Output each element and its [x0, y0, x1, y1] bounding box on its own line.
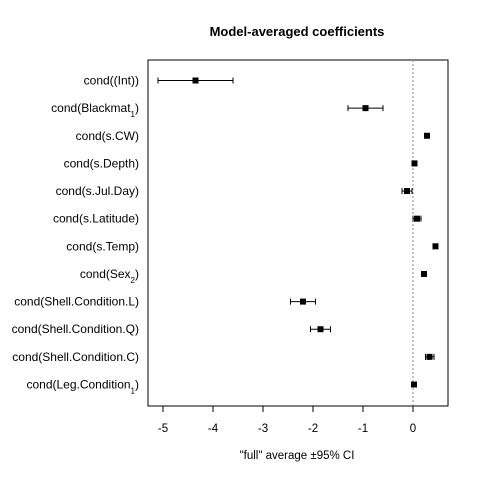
coefficient-label: cond(Sex2) [80, 267, 139, 285]
coefficient-label: cond(Leg.Condition1) [26, 378, 139, 396]
coefficient-row: cond(Shell.Condition.L) [14, 295, 316, 309]
x-tick-label: -2 [308, 423, 318, 435]
estimate-point [192, 77, 199, 84]
chart-title: Model-averaged coefficients [210, 24, 385, 39]
coefficient-row: cond(Sex2) [80, 267, 427, 285]
coefficient-label: cond(Shell.Condition.C) [12, 350, 139, 364]
x-tick-label: 0 [410, 423, 416, 435]
estimate-point [411, 160, 418, 167]
coefficient-label: cond(s.Jul.Day) [56, 184, 139, 198]
coefficient-label: cond(s.CW) [76, 129, 139, 143]
estimate-point [317, 326, 324, 333]
coefficient-label: cond((Int)) [84, 74, 139, 88]
coefficient-label: cond(Shell.Condition.L) [14, 295, 139, 309]
x-axis-label: "full" average ±95% CI [240, 450, 355, 462]
coefficient-row: cond((Int)) [84, 74, 234, 88]
estimate-point [421, 270, 427, 277]
coefficient-row: cond(s.Jul.Day) [56, 184, 413, 198]
estimate-point [362, 105, 369, 112]
coefficient-row: cond(s.Depth) [64, 156, 418, 170]
coefficient-row: cond(Shell.Condition.C) [12, 350, 435, 364]
coefficient-row: cond(s.Latitude) [53, 212, 422, 226]
coefficient-label: cond(Blackmat1) [51, 101, 139, 119]
coefficient-label: cond(s.Latitude) [53, 212, 139, 226]
x-axis: -5 -4 -3 -2 -1 0 [158, 406, 416, 435]
coefficient-row: cond(s.CW) [76, 129, 430, 143]
estimate-point [411, 381, 417, 388]
estimate-point [300, 298, 306, 305]
coefficient-label: cond(s.Depth) [64, 156, 139, 170]
x-tick-label: -1 [358, 423, 368, 435]
x-tick-label: -4 [208, 423, 219, 435]
coefficient-rows: cond((Int)) cond(Blackmat1) cond(s.CW) cond… [12, 74, 439, 396]
estimate-point [424, 132, 430, 139]
coefficient-row: cond(Shell.Condition.Q) [12, 322, 331, 336]
coefficient-row: cond(Leg.Condition1) [26, 378, 417, 396]
coefficient-row: cond(s.Temp) [66, 239, 439, 253]
estimate-point [404, 188, 410, 195]
estimate-point [414, 215, 420, 222]
coefficient-row: cond(Blackmat1) [51, 101, 384, 119]
coefficient-label: cond(Shell.Condition.Q) [12, 322, 139, 336]
estimate-point [432, 243, 439, 250]
x-tick-label: -5 [158, 423, 168, 435]
estimate-point [426, 353, 433, 360]
x-tick-label: -3 [258, 423, 268, 435]
coefficient-label: cond(s.Temp) [66, 239, 139, 253]
plot-frame [147, 59, 449, 407]
